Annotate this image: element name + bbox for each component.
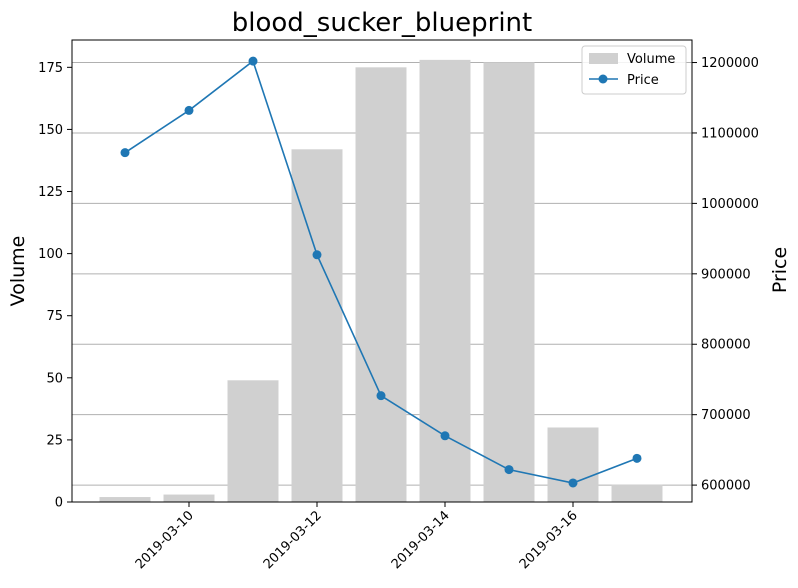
legend-swatch-volume — [589, 53, 618, 64]
volume-bar — [483, 62, 535, 503]
price-point — [248, 56, 258, 66]
left-tick-label: 150 — [38, 123, 63, 138]
left-tick-label: 0 — [55, 496, 63, 511]
left-axis-ticks: 0 25 50 75 100 125 150 175 — [38, 61, 72, 511]
volume-bar — [355, 67, 407, 503]
x-tick-label: 2019-03-16 — [517, 508, 581, 572]
left-tick-label: 100 — [38, 247, 63, 262]
right-tick-label: 1100000 — [701, 126, 759, 141]
x-axis-ticks: 2019-03-10 2019-03-12 2019-03-14 2019-03-16 — [133, 502, 581, 572]
volume-bar — [163, 494, 215, 502]
right-tick-label: 700000 — [701, 408, 751, 423]
right-axis-ticks: 600000 700000 800000 900000 1000000 1100000 12… — [692, 56, 759, 494]
price-point — [440, 431, 450, 441]
price-point — [376, 391, 386, 401]
right-tick-label: 900000 — [701, 267, 751, 282]
volume-bar — [611, 484, 663, 502]
right-tick-label: 800000 — [701, 338, 751, 353]
right-tick-label: 1000000 — [701, 197, 759, 212]
volume-bars — [99, 59, 663, 503]
legend: Volume Price — [581, 45, 687, 95]
left-tick-label: 125 — [38, 185, 63, 200]
left-tick-label: 25 — [46, 433, 63, 448]
legend-label-price: Price — [627, 73, 659, 88]
x-tick-label: 2019-03-12 — [261, 508, 325, 572]
price-point — [184, 105, 194, 115]
chart-title: blood_sucker_blueprint — [232, 8, 532, 38]
right-tick-label: 1200000 — [701, 56, 759, 71]
x-tick-label: 2019-03-10 — [133, 508, 197, 572]
price-point — [504, 465, 514, 475]
price-point — [120, 148, 130, 158]
left-tick-label: 175 — [38, 61, 63, 76]
plot-frame — [71, 39, 693, 503]
volume-bar — [419, 59, 471, 502]
legend-label-volume: Volume — [627, 52, 675, 67]
left-tick-label: 75 — [46, 309, 63, 324]
right-axis-label: Price — [769, 247, 791, 293]
volume-bar — [291, 149, 343, 502]
price-point — [312, 250, 322, 260]
price-point — [632, 453, 642, 463]
left-tick-label: 50 — [46, 371, 63, 386]
right-tick-label: 600000 — [701, 479, 751, 494]
volume-bar — [547, 427, 599, 502]
x-tick-label: 2019-03-14 — [389, 508, 453, 572]
left-axis-label: Volume — [7, 236, 29, 307]
volume-bar — [227, 380, 279, 502]
price-point — [568, 478, 578, 488]
volume-bar — [99, 497, 151, 502]
price-line — [120, 56, 642, 488]
legend-swatch-price-marker — [598, 74, 608, 84]
